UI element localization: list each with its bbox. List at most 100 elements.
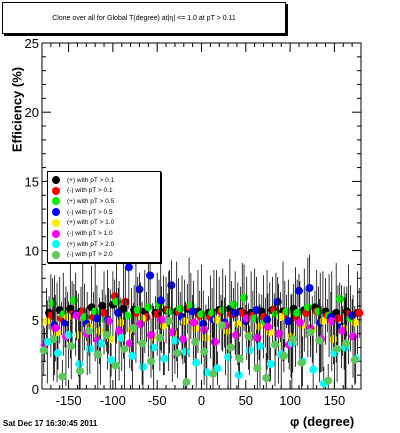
data-point — [209, 369, 218, 378]
data-point — [201, 333, 210, 342]
data-point — [295, 318, 304, 327]
data-point — [170, 336, 179, 345]
legend-marker-icon — [52, 218, 60, 227]
data-point — [324, 376, 333, 385]
y-tick-label: 10 — [25, 244, 39, 259]
data-point — [263, 322, 272, 331]
data-point — [129, 324, 138, 333]
y-tick-label: 25 — [25, 36, 39, 51]
data-point — [182, 378, 191, 387]
legend-marker-icon — [52, 197, 60, 206]
data-point — [49, 335, 58, 344]
legend-marker-icon — [52, 250, 60, 259]
data-point — [133, 306, 142, 315]
legend-item: (-) with pT > 0.1 — [52, 186, 113, 196]
data-point — [355, 308, 364, 317]
data-point — [273, 297, 282, 306]
data-point — [51, 324, 60, 333]
data-point — [217, 321, 226, 330]
data-point — [123, 311, 132, 320]
data-point — [338, 326, 347, 335]
data-point — [149, 343, 158, 352]
data-point — [202, 368, 211, 377]
x-tick-label: 100 — [279, 393, 301, 408]
data-point — [117, 333, 126, 342]
data-point — [104, 317, 113, 326]
data-point — [335, 295, 344, 304]
x-axis-label: φ (degree) — [290, 414, 355, 429]
data-point — [176, 304, 185, 313]
y-tick-label: 20 — [25, 105, 39, 120]
data-point — [146, 357, 155, 366]
legend-marker-icon — [52, 229, 60, 238]
data-point — [75, 360, 84, 369]
data-point — [297, 358, 306, 367]
legend-marker-icon — [52, 208, 60, 217]
y-tick-label: 15 — [25, 174, 39, 189]
data-point — [255, 322, 264, 331]
data-point — [155, 333, 164, 342]
data-point — [96, 339, 105, 348]
data-point — [333, 314, 342, 323]
data-point — [138, 339, 147, 348]
data-point — [63, 313, 72, 322]
data-point — [282, 307, 291, 316]
data-point — [42, 317, 51, 326]
legend-marker-icon — [52, 186, 60, 195]
data-point — [252, 306, 261, 315]
legend-marker-icon — [52, 240, 60, 249]
data-point — [114, 308, 123, 317]
data-point — [107, 355, 116, 364]
data-point — [139, 362, 148, 371]
legend-label: (+) with pT > 0.1 — [67, 176, 115, 184]
data-point — [271, 340, 280, 349]
x-tick-label: -150 — [56, 393, 82, 408]
data-point — [226, 343, 235, 352]
data-point — [306, 328, 315, 337]
data-point — [348, 311, 357, 320]
legend-item: (-) with pT > 0.5 — [52, 207, 113, 217]
legend-label: (-) with pT > 2.0 — [67, 251, 113, 259]
data-point — [156, 296, 165, 305]
x-tick-label: 150 — [324, 393, 346, 408]
data-point — [84, 326, 93, 335]
data-point — [53, 349, 62, 358]
data-point — [111, 361, 120, 370]
data-point — [95, 326, 104, 335]
data-point — [167, 281, 176, 290]
data-point — [232, 331, 241, 340]
data-point — [74, 331, 83, 340]
data-point — [309, 365, 318, 374]
y-axis-label: Efficiency (%) — [9, 66, 25, 153]
data-point — [234, 371, 243, 380]
data-point — [253, 364, 262, 373]
data-point — [102, 331, 111, 340]
data-point — [244, 332, 253, 341]
data-point — [72, 311, 81, 320]
legend-label: (-) with pT > 1.0 — [67, 230, 113, 237]
data-point — [135, 285, 144, 294]
data-point — [188, 307, 197, 316]
data-point — [333, 344, 342, 353]
data-point — [294, 286, 303, 295]
data-point — [329, 335, 338, 344]
data-point — [93, 350, 102, 359]
data-point — [116, 318, 125, 327]
data-point — [327, 317, 336, 326]
data-point — [115, 326, 124, 335]
data-point — [64, 331, 73, 340]
x-tick-label: -50 — [148, 393, 167, 408]
data-point — [58, 372, 67, 381]
legend-label: (-) with pT > 0.1 — [67, 187, 113, 195]
data-point — [231, 308, 240, 317]
data-point — [262, 373, 271, 382]
x-tick-label: -100 — [100, 393, 126, 408]
data-point — [146, 271, 155, 280]
data-point — [181, 347, 190, 356]
data-point — [157, 315, 166, 324]
x-tick-label: 50 — [239, 393, 253, 408]
data-point — [92, 314, 101, 323]
data-point — [136, 319, 145, 328]
chart-title: Clone over all for Global T(degree) at|η… — [2, 2, 286, 34]
